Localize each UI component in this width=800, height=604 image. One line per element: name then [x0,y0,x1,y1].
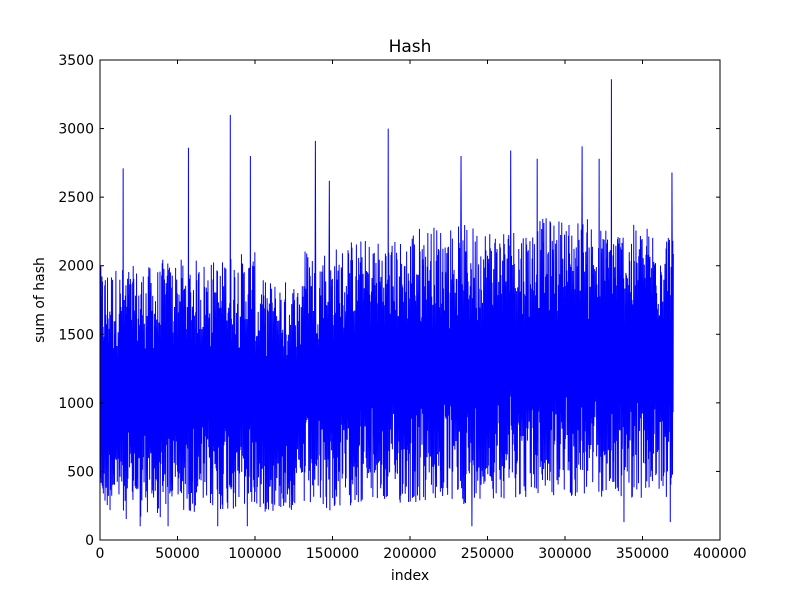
x-tick-label: 50000 [155,546,200,562]
y-tick-label: 2000 [58,259,94,275]
x-tick-label: 150000 [306,546,359,562]
x-tick-label: 250000 [461,546,514,562]
y-tick-label: 3000 [58,122,94,138]
x-axis-label: index [391,568,429,584]
y-tick-label: 2500 [58,190,94,206]
series-line [100,79,674,527]
y-tick-label: 3500 [58,53,94,69]
chart-title: Hash [389,37,432,57]
y-axis-label: sum of hash [32,257,48,343]
x-axis: 0 50000 100000 150000 200000 250000 300000 3500… [96,60,747,562]
x-tick-label: 100000 [228,546,281,562]
x-tick-label: 350000 [616,546,669,562]
y-tick-label: 1000 [58,396,94,412]
x-tick-label: 400000 [693,546,746,562]
y-tick-label: 0 [85,533,94,549]
x-tick-label: 0 [96,546,105,562]
y-tick-label: 1500 [58,327,94,343]
y-tick-label: 500 [67,464,94,480]
x-tick-label: 200000 [383,546,436,562]
series-layer [100,79,674,527]
x-tick-label: 300000 [538,546,591,562]
y-axis: 0 500 1000 1500 2000 2500 3000 3500 [58,53,720,549]
plot-area [100,79,674,527]
